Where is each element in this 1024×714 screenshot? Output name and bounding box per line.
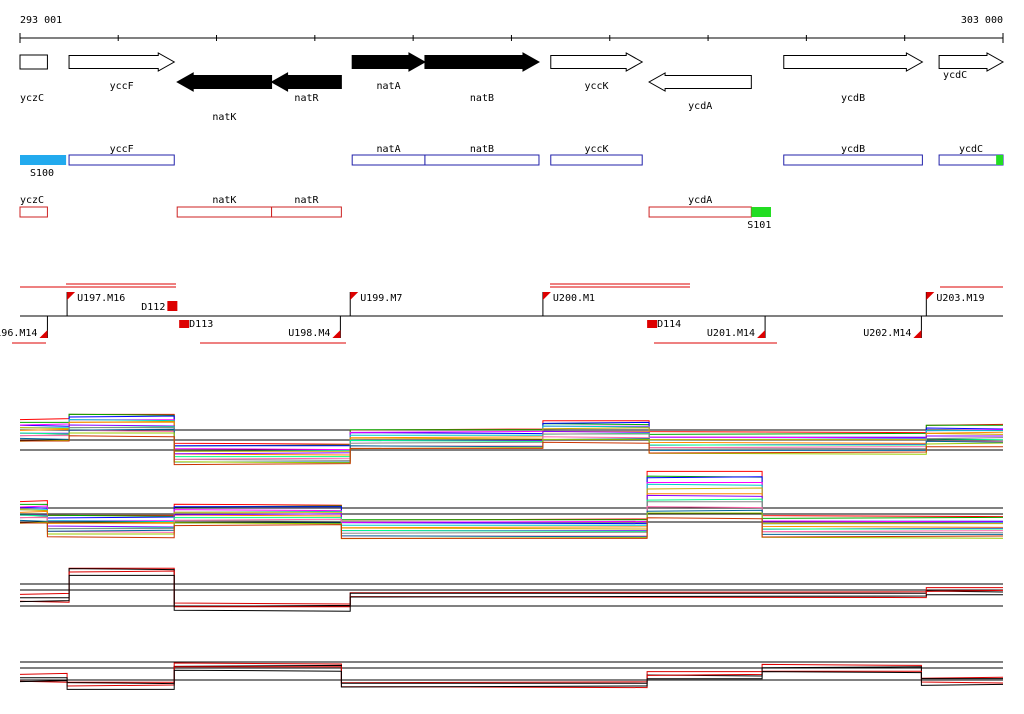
expression-trace <box>20 413 1003 447</box>
gene-label-natR: natR <box>294 93 319 104</box>
rev-unit-natK <box>176 206 273 218</box>
upper-site-flag <box>926 292 935 300</box>
expression-profiles <box>19 413 1004 690</box>
expression-trace <box>19 421 1004 456</box>
fwd-unit-label-ycdB: ycdB <box>841 144 865 155</box>
fwd-unit-label-ycdC: ycdC <box>959 144 983 155</box>
d-marker-label-D114: D114 <box>657 319 681 330</box>
segment-label-S101: S101 <box>747 220 771 231</box>
gene-label-ycdA: ycdA <box>688 101 712 112</box>
expression-trace <box>20 517 1004 539</box>
gene-yczC-arrow <box>19 54 48 70</box>
expression-trace <box>20 435 1003 466</box>
expression-panel-3 <box>19 567 1004 612</box>
gene-track: yczC yccF natK natR natA natB yccK ycdA ycdB ycdC <box>19 52 1005 123</box>
expression-panel-2 <box>19 470 1004 540</box>
coordinate-ruler: 293 001 303 000 <box>19 15 1004 43</box>
gene-ycdA-arrow <box>648 72 752 92</box>
upper-site-label-U203.M19: U203.M19 <box>936 293 984 304</box>
upper-site-flag <box>542 292 551 300</box>
expression-trace <box>19 669 1004 690</box>
expression-trace <box>20 568 1004 607</box>
upper-site-label-U197.M16: U197.M16 <box>77 293 125 304</box>
d-marker-D113 <box>179 320 190 328</box>
forward-transcription-units: yccF natA natB yccK ycdB ycdC S100 <box>20 144 1004 179</box>
fwd-unit-yccK <box>550 154 643 166</box>
gene-ycdC-arrow <box>938 52 1005 72</box>
gene-label-natK: natK <box>212 112 236 123</box>
gene-label-ycdC: ycdC <box>943 70 967 81</box>
lower-site-flag <box>39 330 48 338</box>
fwd-unit-label-yccF: yccF <box>110 144 134 155</box>
d-marker-D114 <box>647 320 658 328</box>
upper-site-label-U199.M7: U199.M7 <box>360 293 402 304</box>
lower-site-label-U202.M14: U202.M14 <box>863 328 911 339</box>
rev-unit-natR <box>271 206 342 218</box>
fwd-unit-ycdB <box>783 154 923 166</box>
upper-site-flag <box>67 292 76 300</box>
expression-trace <box>19 476 1003 525</box>
gene-yccF-arrow <box>68 52 176 72</box>
expression-trace <box>19 574 1003 612</box>
rev-unit-label-ycdA: ycdA <box>688 195 712 206</box>
expression-trace <box>20 664 1003 685</box>
expression-trace <box>19 428 1004 463</box>
d-marker-label-D113: D113 <box>189 319 213 330</box>
segment-label-S100: S100 <box>30 168 54 179</box>
lower-site-flag <box>913 330 922 338</box>
segment-marker <box>996 155 1003 165</box>
gene-label-natB: natB <box>470 93 494 104</box>
fwd-unit-label-natB: natB <box>470 144 494 155</box>
fwd-unit-yccF <box>68 154 175 166</box>
gene-natR-arrow <box>270 72 342 92</box>
site-markers-track: U197.M16 U199.M7 U200.M1 U203.M19 196.M14 U19… <box>0 283 1003 344</box>
gene-yccK-arrow <box>550 52 644 72</box>
ruler-start-label: 293 001 <box>20 15 62 26</box>
rev-unit-yczC <box>19 206 48 218</box>
expression-trace <box>19 662 1004 684</box>
fwd-unit-label-yccK: yccK <box>584 144 608 155</box>
gene-label-ycdB: ycdB <box>841 93 865 104</box>
gene-label-yccK: yccK <box>584 81 608 92</box>
expression-trace <box>19 570 1004 608</box>
gene-label-natA: natA <box>377 81 401 92</box>
lower-site-flag <box>332 330 341 338</box>
reverse-transcription-units: yczC natK natR ycdA S101 <box>19 195 771 231</box>
gene-natA-arrow <box>351 52 426 72</box>
segment-S101 <box>751 207 771 217</box>
expression-trace <box>19 666 1004 689</box>
rev-unit-label-natK: natK <box>212 195 236 206</box>
expression-trace <box>19 427 1004 461</box>
expression-panel-4 <box>19 661 1004 690</box>
expression-trace <box>20 419 1003 452</box>
lower-site-label-196.M14: 196.M14 <box>0 328 37 339</box>
d-marker-D112 <box>167 301 178 311</box>
gene-ycdB-arrow <box>783 52 924 72</box>
gene-label-yczC: yczC <box>20 93 44 104</box>
rev-unit-label-yczC: yczC <box>20 195 44 206</box>
expression-trace <box>19 415 1004 447</box>
segment-S100 <box>20 155 67 165</box>
lower-site-flag <box>757 330 766 338</box>
expression-trace <box>19 567 1003 605</box>
ruler-end-label: 303 000 <box>961 15 1003 26</box>
upper-site-flag <box>350 292 359 300</box>
d-marker-label-D112: D112 <box>141 302 165 313</box>
lower-site-label-U198.M4: U198.M4 <box>288 328 330 339</box>
lower-site-label-U201.M14: U201.M14 <box>707 328 755 339</box>
expression-trace <box>20 475 1004 521</box>
gene-natK-arrow <box>176 72 273 92</box>
fwd-unit-ycdC <box>938 154 1004 166</box>
gene-natB-arrow <box>424 52 540 72</box>
gene-label-yccF: yccF <box>110 81 134 92</box>
expression-trace <box>19 470 1004 521</box>
fwd-unit-natA <box>351 154 426 166</box>
fwd-unit-label-natA: natA <box>377 144 401 155</box>
fwd-unit-natB <box>424 154 540 166</box>
rev-unit-label-natR: natR <box>294 195 319 206</box>
expression-panel-1 <box>19 413 1004 466</box>
upper-site-label-U200.M1: U200.M1 <box>553 293 595 304</box>
rev-unit-ycdA <box>648 206 752 218</box>
